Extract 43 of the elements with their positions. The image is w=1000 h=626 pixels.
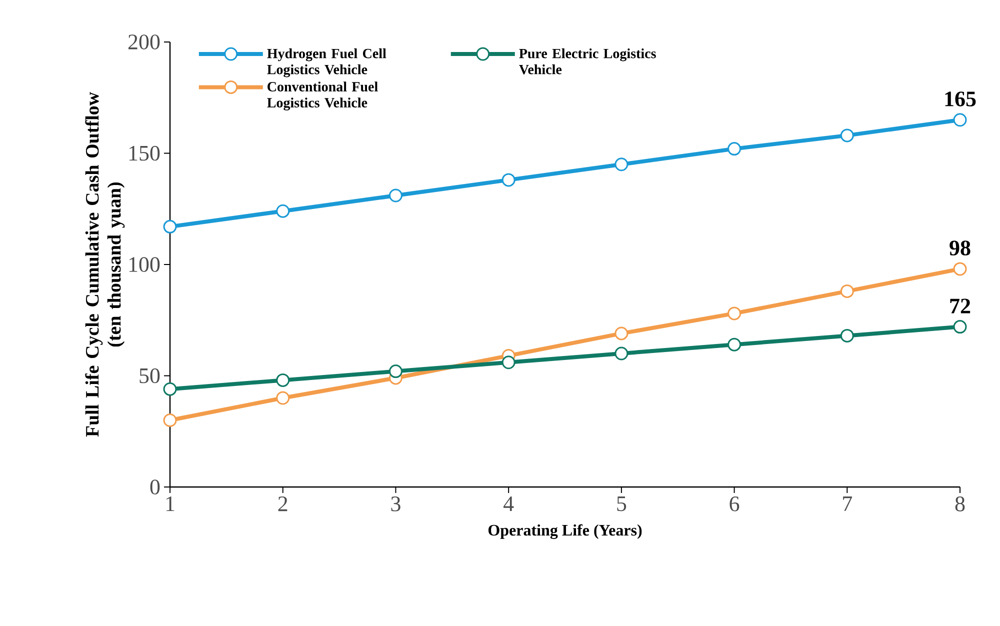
data-label: 165	[945, 92, 976, 106]
point	[388, 188, 402, 202]
point	[388, 364, 402, 378]
x-tick-label: 6	[730, 496, 740, 512]
data-label: 98	[950, 240, 970, 256]
point	[953, 113, 967, 127]
point	[953, 262, 967, 276]
point	[502, 356, 516, 370]
x-tick-label: 4	[504, 496, 514, 511]
point	[728, 338, 742, 352]
point	[840, 128, 854, 142]
y-tick-label: 100	[129, 257, 160, 272]
x-tick-label: 3	[391, 496, 400, 512]
point	[614, 158, 628, 172]
x-axis-title: Operating Life (Years)	[488, 524, 642, 539]
x-tick-label: 8	[955, 496, 965, 512]
legend-label: Hydrogen Fuel Cell Logistics Vehicle	[267, 48, 386, 78]
data-label: 72	[950, 298, 970, 314]
legend-label: Pure Electric Logistics Vehicle	[519, 48, 656, 74]
point	[502, 173, 516, 187]
x-tick-label: 1	[166, 496, 174, 512]
point	[163, 414, 177, 427]
x-tick-label: 2	[278, 496, 288, 512]
point	[840, 284, 854, 298]
point	[163, 382, 177, 396]
x-tick-label: 7	[843, 496, 852, 511]
x-tick-label: 5	[617, 496, 626, 512]
y-tick-label: 200	[128, 34, 160, 50]
legend-label: Conventional Fuel Logistics Vehicle	[267, 82, 378, 110]
point	[276, 204, 290, 218]
y-tick-label: 50	[140, 368, 160, 384]
y-tick-label: 150	[129, 146, 160, 161]
point	[276, 391, 290, 405]
point	[728, 142, 742, 156]
point	[953, 320, 967, 334]
point	[840, 328, 854, 342]
y-axis-title: Full Life Cycle Cumulative Cash Outflow (ten thousand yuan)	[85, 92, 125, 437]
point	[614, 346, 628, 360]
point	[614, 326, 628, 340]
point	[728, 306, 742, 320]
point	[276, 373, 290, 387]
y-tick-label: 0	[150, 480, 160, 494]
point	[163, 220, 177, 234]
